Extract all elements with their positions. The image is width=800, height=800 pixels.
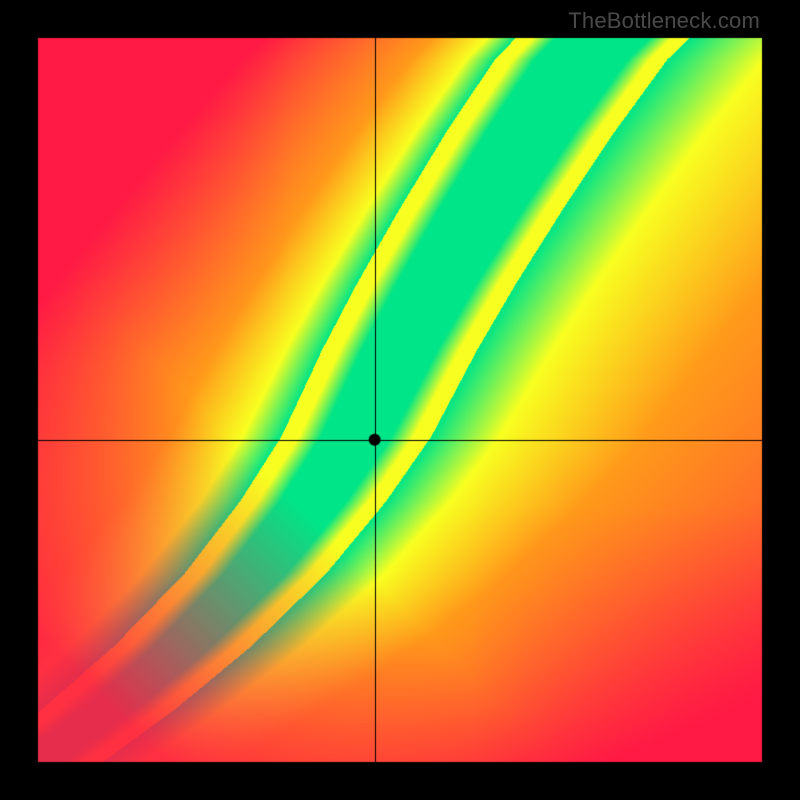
watermark-text: TheBottleneck.com — [568, 8, 760, 34]
bottleneck-heatmap — [0, 0, 800, 800]
